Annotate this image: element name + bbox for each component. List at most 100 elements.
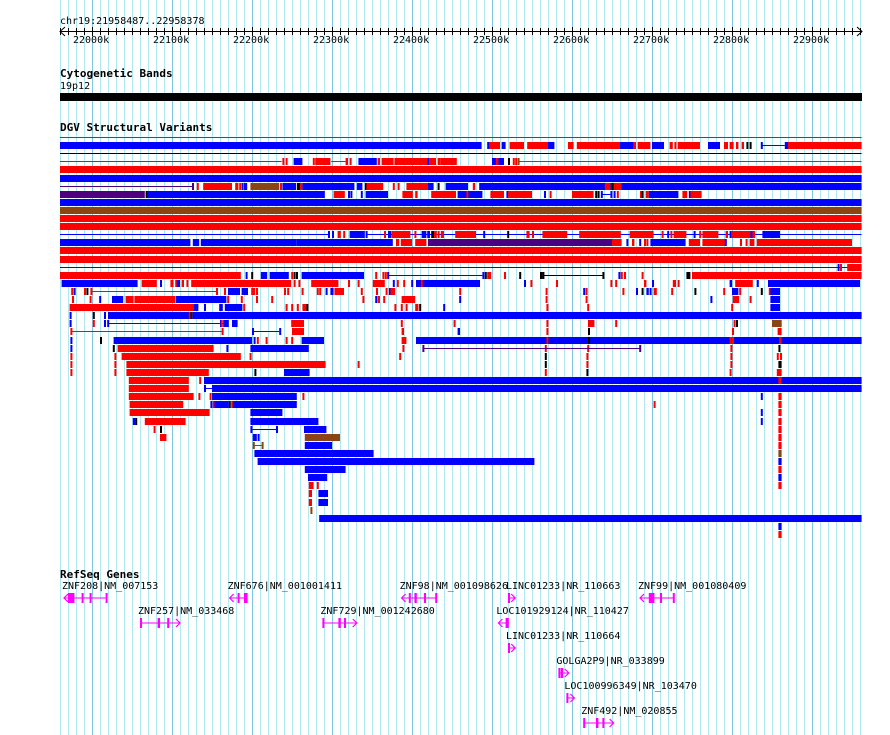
dgv-gain-variant-line — [252, 429, 277, 430]
dgv-loss-variant — [544, 369, 547, 376]
dgv-loss-variant — [669, 142, 673, 149]
dgv-loss-variant — [778, 434, 782, 441]
dgv-gain-variant — [250, 409, 283, 416]
dgv-loss-variant — [227, 296, 230, 303]
dgv-loss-variant — [702, 231, 719, 238]
dgv-gain-variant — [304, 466, 346, 473]
dgv-other-variant — [602, 272, 605, 279]
dgv-loss-variant — [173, 296, 176, 303]
dgv-loss-variant — [251, 288, 256, 295]
dgv-loss-variant — [644, 239, 646, 246]
dgv-other-variant — [760, 288, 763, 295]
dgv-loss-variant — [366, 183, 384, 190]
dgv-other-variant — [437, 183, 440, 190]
dgv-track-title[interactable]: DGV Structural Variants — [60, 121, 213, 134]
dgv-gain-variant — [204, 377, 862, 384]
gene-model[interactable] — [140, 618, 181, 628]
dgv-gain-variant — [113, 337, 252, 344]
gene-label[interactable]: ZNF208|NM_007153 — [62, 581, 159, 592]
dgv-gain-variant — [388, 288, 391, 295]
dgv-loss-variant — [134, 296, 176, 303]
gene-model[interactable] — [583, 718, 615, 728]
dgv-loss-variant — [749, 239, 755, 246]
gene-exon — [68, 593, 75, 603]
dgv-other-variant — [364, 183, 367, 190]
dgv-loss-variant — [301, 288, 304, 295]
ruler-tick-label: 22000k — [73, 35, 110, 46]
gene-model[interactable] — [497, 618, 509, 628]
gene-label[interactable]: LOC100996349|NR_103470 — [564, 681, 697, 692]
dgv-loss-variant — [512, 158, 515, 165]
dgv-loss-variant — [243, 304, 246, 311]
dgv-gain-variant — [358, 158, 377, 165]
dgv-loss-variant — [293, 280, 296, 287]
dgv-loss-variant — [545, 288, 548, 295]
gene-exon — [566, 693, 569, 703]
dgv-loss-variant — [620, 272, 623, 279]
dgv-loss-variant — [645, 191, 649, 198]
dgv-loss-variant — [291, 320, 304, 327]
location-label: chr19:21958487..22958378 — [60, 16, 205, 27]
dgv-loss-variant — [532, 231, 534, 238]
dgv-gain-variant — [70, 345, 73, 352]
dgv-loss-variant — [629, 231, 654, 238]
gene-label[interactable]: ZNF257|NM_033468 — [138, 606, 235, 617]
dgv-inversion-variant — [639, 345, 642, 352]
dgv-gain-loss-variant — [304, 434, 340, 441]
dgv-gain-variant — [837, 264, 840, 271]
gene-exon — [596, 718, 599, 728]
dgv-gain-variant — [308, 474, 328, 481]
dgv-gain-variant — [375, 296, 378, 303]
gene-model[interactable] — [639, 593, 675, 603]
gene-model[interactable] — [566, 693, 576, 703]
gene-label[interactable]: ZNF676|NM_001001411 — [227, 581, 342, 592]
dgv-loss-variant — [604, 142, 620, 149]
gene-model[interactable] — [228, 593, 248, 603]
dgv-gain-variant — [649, 288, 652, 295]
gene-model[interactable] — [63, 593, 108, 603]
dgv-loss-variant — [203, 183, 232, 190]
cytoband-track-title[interactable]: Cytogenetic Bands — [60, 67, 173, 80]
dgv-loss-variant — [296, 304, 299, 311]
dgv-other-variant — [694, 288, 697, 295]
dgv-loss-variant — [670, 231, 673, 238]
gene-label[interactable]: ZNF492|NM_020855 — [581, 706, 678, 717]
gene-model[interactable] — [400, 593, 438, 603]
gene-exon — [560, 668, 564, 678]
gene-label[interactable]: ZNF98|NM_001098626 — [399, 581, 508, 592]
gene-label[interactable]: ZNF99|NM_001080409 — [638, 581, 747, 592]
dgv-loss-variant — [732, 328, 734, 335]
dgv-gain-variant — [60, 239, 191, 246]
ruler-tick-label: 22900k — [793, 35, 830, 46]
dgv-loss-variant — [198, 393, 201, 400]
dgv-loss-variant — [383, 296, 386, 303]
dgv-loss-variant — [316, 288, 319, 295]
dgv-loss-variant — [508, 191, 532, 198]
refseq-track-title[interactable]: RefSeq Genes — [60, 568, 140, 581]
dgv-loss-variant — [186, 280, 189, 287]
dgv-gain-variant — [760, 409, 763, 416]
strand-reverse-arrow-icon — [639, 593, 645, 603]
gene-label[interactable]: LINC01233|NR_110664 — [506, 631, 621, 642]
dgv-gain-variant — [770, 296, 780, 303]
gene-label[interactable]: ZNF729|NM_001242680 — [320, 606, 435, 617]
dgv-loss-variant — [285, 158, 288, 165]
gene-model[interactable] — [508, 643, 517, 653]
dgv-gain-variant — [544, 191, 546, 198]
dgv-gain-variant — [626, 239, 629, 246]
dgv-gain-variant — [760, 418, 763, 425]
gene-model[interactable] — [322, 618, 358, 628]
dgv-loss-variant — [384, 231, 386, 238]
dgv-gain-variant — [479, 183, 862, 190]
gene-model[interactable] — [508, 593, 517, 603]
dgv-gain-variant — [257, 458, 535, 465]
gene-model[interactable] — [558, 668, 570, 678]
gene-label[interactable]: LOC101929124|NR_110427 — [496, 606, 629, 617]
dgv-loss-variant — [220, 320, 223, 327]
dgv-loss-variant — [291, 272, 294, 279]
gene-exon — [105, 593, 108, 603]
gene-label[interactable]: LINC01233|NR_110663 — [506, 581, 621, 592]
dgv-gain-variant — [487, 142, 490, 149]
gene-label[interactable]: GOLGA2P9|NR_033899 — [556, 656, 665, 667]
dgv-loss-variant — [615, 280, 618, 287]
